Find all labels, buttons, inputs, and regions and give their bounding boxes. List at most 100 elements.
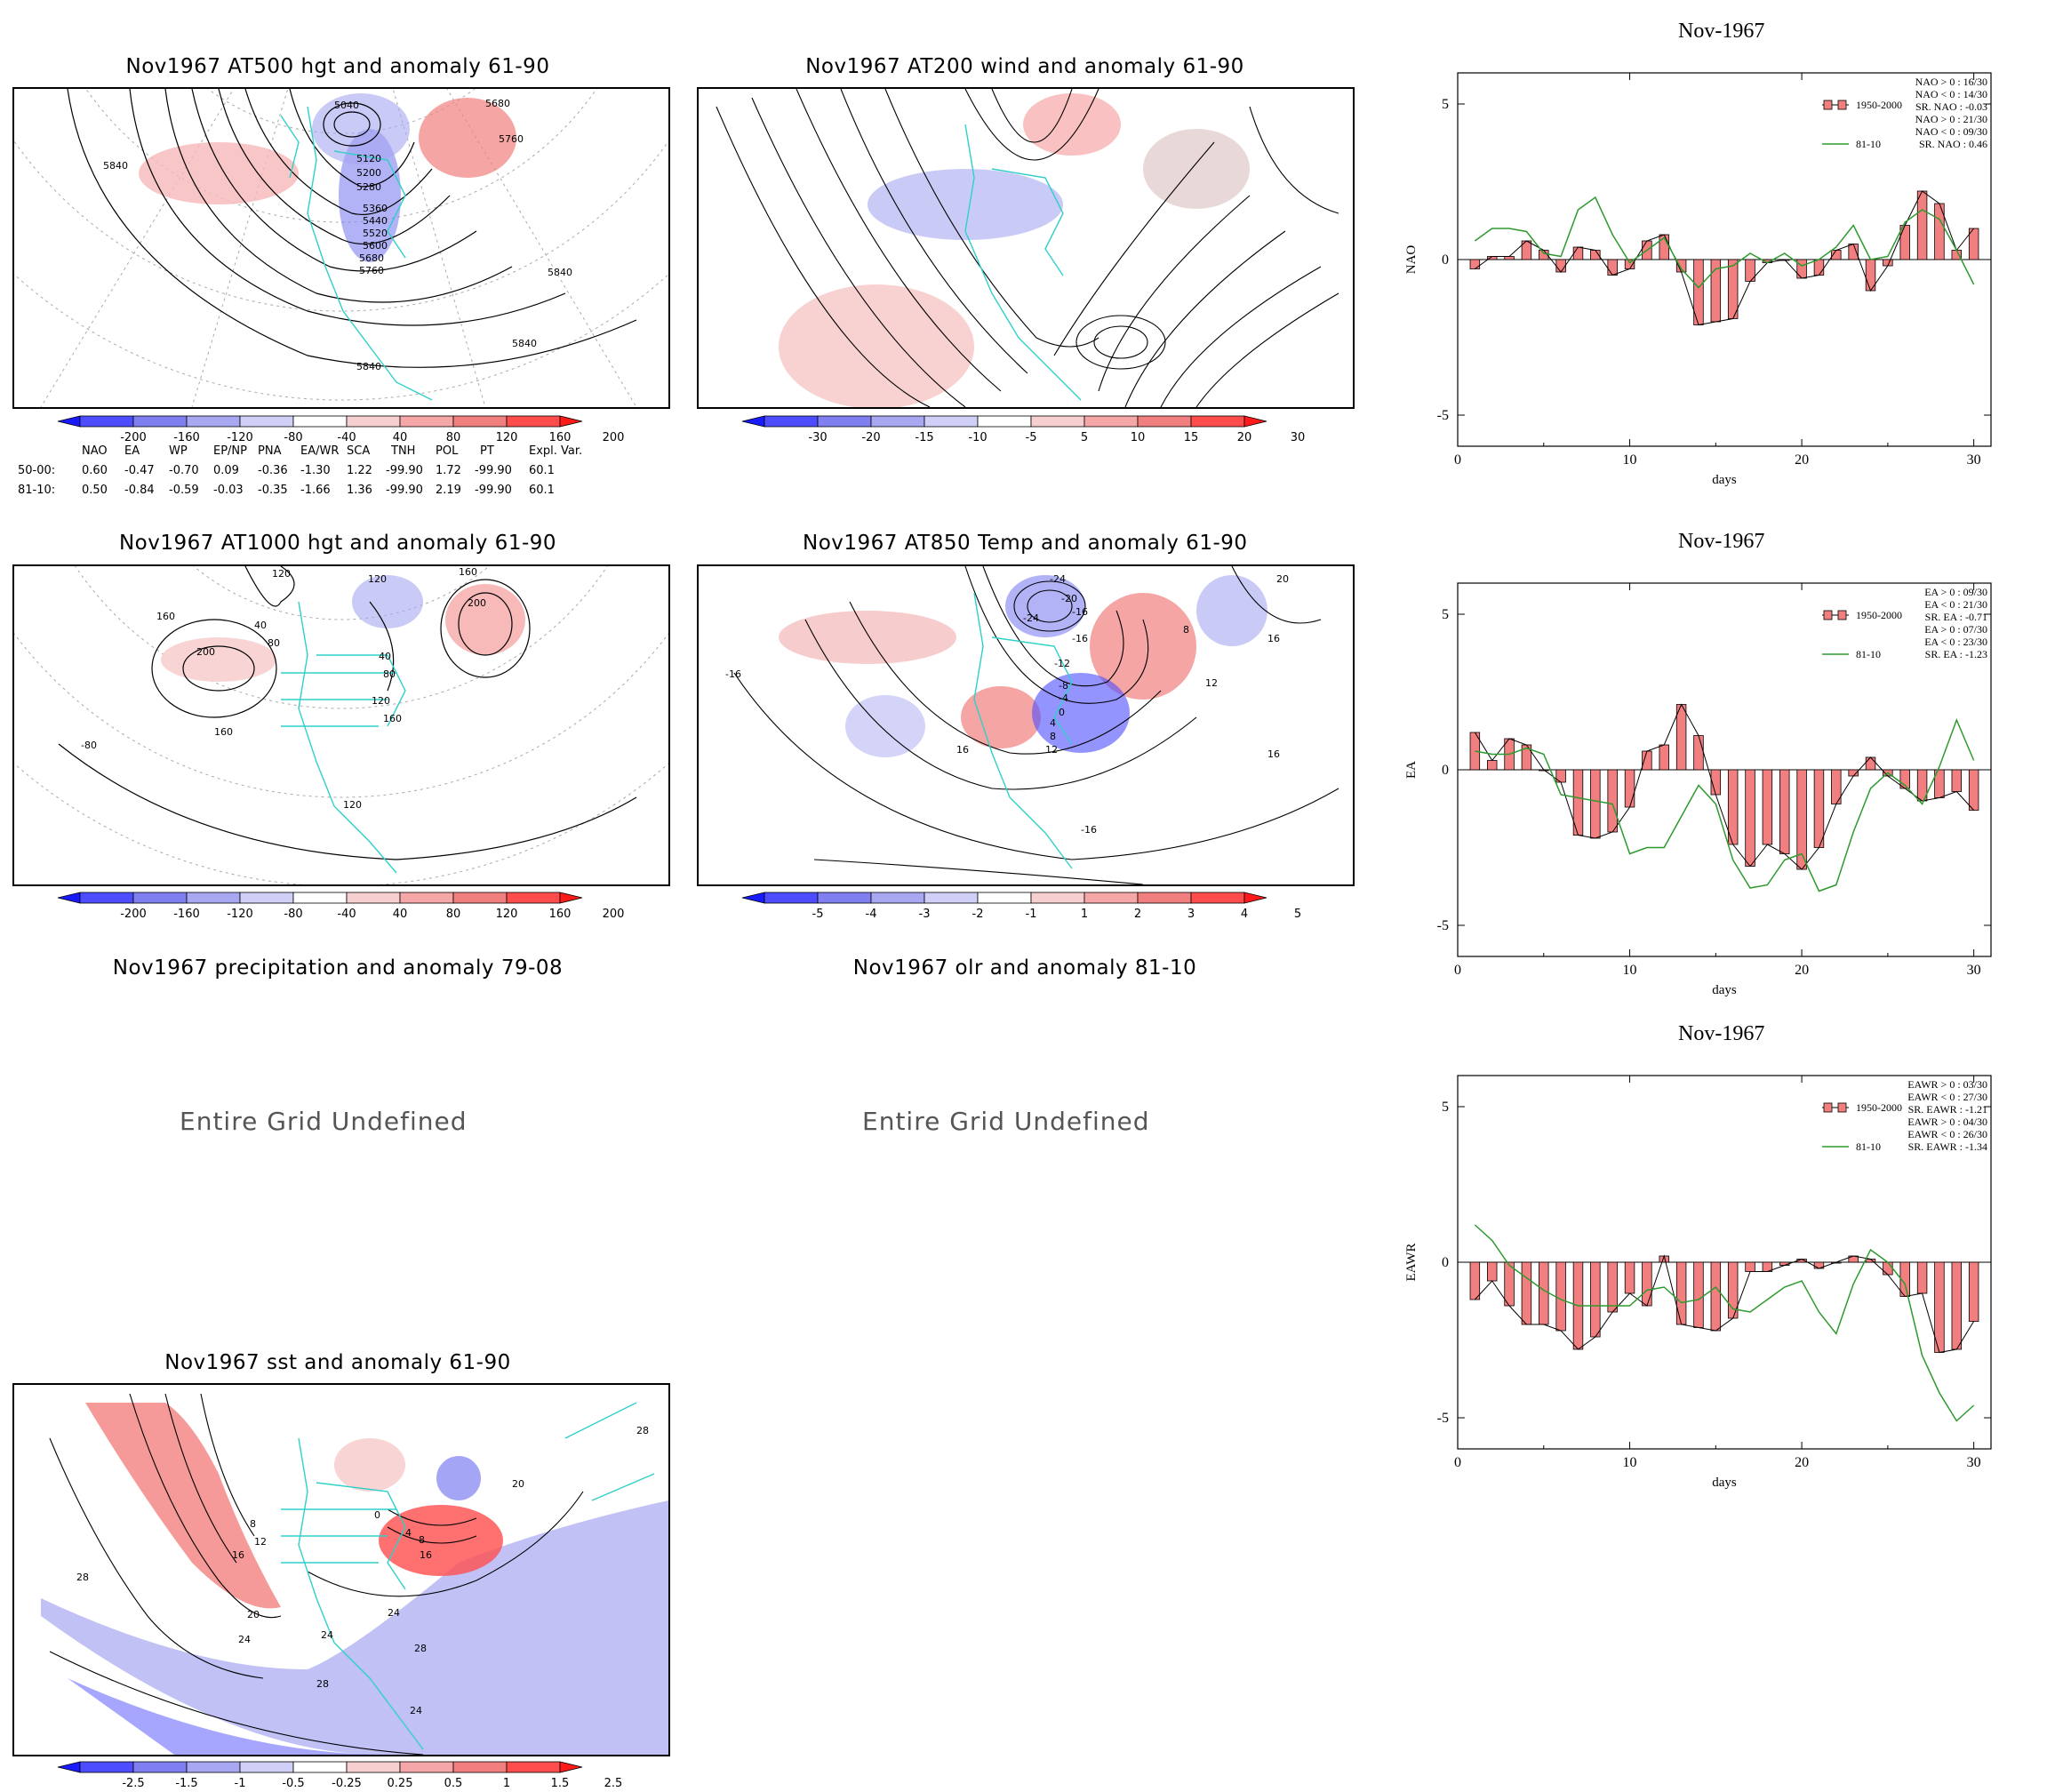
bar bbox=[1555, 1261, 1566, 1332]
series-line-81-10 bbox=[1475, 717, 1975, 892]
contour-label: 120 bbox=[272, 568, 291, 580]
bar bbox=[1865, 756, 1876, 771]
colorbar-swatch bbox=[452, 892, 508, 904]
colorbar-arrow-right bbox=[1243, 415, 1267, 428]
contour-label: 5360 bbox=[363, 203, 388, 214]
bar bbox=[1745, 1261, 1755, 1272]
contour-label: -4 bbox=[1059, 692, 1068, 704]
colorbar-tick-label: 5 bbox=[1294, 908, 1301, 921]
colorbar-tick-label: -40 bbox=[337, 908, 356, 921]
y-tick-label: 0 bbox=[1442, 252, 1449, 268]
table-cell: -0.47 bbox=[124, 464, 155, 477]
contour-label: 5680 bbox=[359, 252, 384, 264]
colorbar-arrow-left bbox=[741, 892, 765, 904]
colorbar-tick-label: 1 bbox=[503, 1777, 510, 1790]
legend-stat: EA < 0 : 21/30 bbox=[1924, 598, 1987, 611]
colorbar-swatch bbox=[506, 892, 561, 904]
colorbar-tick-label: -160 bbox=[173, 908, 200, 921]
colorbar-tick-label: 1.5 bbox=[551, 1777, 570, 1790]
bar bbox=[1934, 1261, 1945, 1353]
map-sst: 28 8 12 16 20 24 0 4 8 16 20 24 28 24 28… bbox=[12, 1383, 670, 1756]
colorbar-tick-label: -20 bbox=[861, 431, 880, 444]
table-cell: -99.90 bbox=[386, 464, 423, 477]
bar bbox=[1607, 1261, 1618, 1313]
bar bbox=[1951, 1261, 1963, 1350]
contour-label: 16 bbox=[1267, 748, 1280, 760]
colorbar-tick-label: -4 bbox=[866, 908, 877, 921]
colorbar-tick-label: 160 bbox=[549, 908, 572, 921]
table-cell: 1.22 bbox=[347, 464, 372, 477]
colorbar-tick-label: -2.5 bbox=[122, 1777, 144, 1790]
colorbar-t850: -5 -4 -3 -2 -1 1 2 3 4 5 bbox=[738, 891, 1333, 923]
colorbar-tick-label: -1.5 bbox=[175, 1777, 197, 1790]
colorbar-swatch bbox=[399, 1761, 454, 1773]
colorbar-swatch bbox=[79, 415, 134, 428]
bar bbox=[1572, 246, 1584, 260]
colorbar-arrow-right bbox=[559, 415, 583, 428]
table-header-cell: EA bbox=[124, 444, 140, 458]
bar bbox=[1968, 1261, 1979, 1322]
contour-label: 24 bbox=[410, 1705, 422, 1716]
series-line-81-10 bbox=[1474, 196, 1975, 289]
colorbar-tick-label: -80 bbox=[284, 431, 302, 444]
table-cell: 2.19 bbox=[436, 484, 461, 497]
eawr-chart: 5 0 -5 0 10 20 30 days EAWR EAWR > 0 : 03/30 EAWR … bbox=[1395, 1056, 2018, 1500]
colorbar-swatch bbox=[239, 1761, 294, 1773]
undefined-grid-message: Entire Grid Undefined bbox=[180, 1107, 468, 1136]
colorbar-tick-label: -0.25 bbox=[332, 1777, 362, 1790]
colorbar-arrow-left bbox=[57, 892, 81, 904]
bar bbox=[1813, 769, 1825, 848]
x-tick-label: 30 bbox=[1967, 1455, 1981, 1470]
x-tick-label: 0 bbox=[1454, 1455, 1461, 1470]
colorbar-tick-label: 40 bbox=[393, 431, 408, 444]
colorbar-swatch bbox=[239, 892, 294, 904]
x-axis-label: days bbox=[1712, 1476, 1737, 1490]
y-tick-label: -5 bbox=[1437, 408, 1449, 423]
contour-label: -20 bbox=[1061, 593, 1077, 604]
colorbar-swatch bbox=[506, 1761, 561, 1773]
contour-label: 5840 bbox=[512, 338, 537, 349]
legend-label: 81-10 bbox=[1856, 138, 1881, 150]
colorbar-swatch bbox=[79, 1761, 134, 1773]
map-w200 bbox=[697, 87, 1355, 409]
table-row: 50-00: 0.60 -0.47 -0.70 0.09 -0.36 -1.30 1.22 -9… bbox=[18, 464, 658, 480]
colorbar-z500: -200 -160 -120 -80 -40 40 80 120 160 200 bbox=[53, 414, 649, 446]
colorbar-swatch bbox=[764, 892, 819, 904]
map-title-w200: Nov1967 AT200 wind and anomaly 61-90 bbox=[805, 55, 1244, 78]
colorbar-swatch bbox=[870, 892, 925, 904]
contour-label: 160 bbox=[459, 566, 477, 578]
y-tick-label: 5 bbox=[1442, 607, 1449, 622]
contour-label: -24 bbox=[1050, 573, 1066, 585]
contour-label: -8 bbox=[1059, 680, 1068, 692]
colorbar-arrow-left bbox=[57, 415, 81, 428]
legend-stat: EAWR < 0 : 26/30 bbox=[1907, 1128, 1987, 1140]
contour-label: 200 bbox=[468, 597, 486, 609]
table-header: NAO EA WP EP/NP PNA EA/WR SCA TNH POL PT Expl. Var… bbox=[18, 444, 658, 460]
bar bbox=[1521, 1261, 1532, 1325]
colorbar-swatch bbox=[346, 1761, 401, 1773]
colorbar-swatch bbox=[924, 892, 979, 904]
colorbar-swatch bbox=[452, 415, 508, 428]
colorbar-swatch bbox=[399, 415, 454, 428]
contour-label: -16 bbox=[1081, 824, 1097, 836]
colorbar-arrow-right bbox=[559, 1761, 583, 1773]
contour-label: 16 bbox=[420, 1549, 432, 1561]
y-axis-label: EAWR bbox=[1404, 1244, 1419, 1282]
ea-chart: 5 0 -5 0 10 20 30 days EA EA > 0 : 09/30 EA < 0 : … bbox=[1395, 564, 2018, 1008]
colorbar-tick-label: 80 bbox=[446, 431, 461, 444]
nao-chart-title: Nov-1967 bbox=[1678, 20, 1765, 43]
contour-label: -16 bbox=[1072, 606, 1088, 618]
bar bbox=[1883, 1261, 1893, 1276]
colorbar-tick-label: 2 bbox=[1134, 908, 1141, 921]
contour-label: 200 bbox=[196, 646, 215, 658]
colorbar-swatch bbox=[186, 415, 241, 428]
contour-label: 16 bbox=[956, 744, 969, 756]
bar bbox=[1813, 259, 1825, 276]
table-cell: 1.36 bbox=[347, 484, 372, 497]
colorbar-swatch bbox=[1083, 415, 1139, 428]
colorbar-swatch bbox=[186, 892, 241, 904]
contour-label: 40 bbox=[254, 620, 267, 631]
table-header-cell: TNH bbox=[391, 444, 416, 458]
contour-label: 5520 bbox=[363, 228, 388, 239]
series-line-81-10 bbox=[1474, 1224, 1975, 1422]
